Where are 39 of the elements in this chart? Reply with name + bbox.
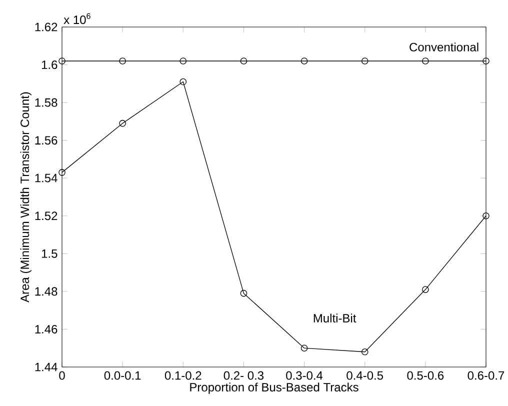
x-axis-title: Proportion of Bus-Based Tracks xyxy=(190,382,358,394)
y-tick-label: 1.46 xyxy=(35,324,58,334)
point xyxy=(300,58,308,64)
point xyxy=(482,212,490,220)
x-tick-label: 0.1-0.2 xyxy=(164,371,202,380)
x-tick-label: 0.3-0.4 xyxy=(286,371,323,380)
y-tick-label: 1.48 xyxy=(35,287,58,296)
point xyxy=(361,58,368,64)
x-tick-label: 0.5-0.6 xyxy=(407,371,444,380)
point xyxy=(119,58,126,64)
x-tick-label: 0.2- 0.3 xyxy=(224,371,264,380)
point xyxy=(180,78,187,86)
y-tick-label: 1.52 xyxy=(35,212,58,220)
point xyxy=(240,290,248,297)
x-tick-label: 0.6-0.7 xyxy=(468,371,504,380)
y-tick-label: 1.6 xyxy=(42,60,58,70)
point xyxy=(361,348,368,356)
y-tick-label: 1.58 xyxy=(35,98,58,107)
point xyxy=(180,58,187,64)
y-tick-label: 1.44 xyxy=(35,362,58,372)
text: Multi-Bit xyxy=(314,314,356,323)
y-tick-label: 1.62 xyxy=(35,22,58,32)
point xyxy=(58,58,66,64)
y-tick-label: 1.56 xyxy=(35,136,58,145)
point xyxy=(58,169,66,176)
point xyxy=(482,58,490,64)
y-axis-title: Area (Minimum Width Transistor Count) xyxy=(20,92,32,302)
x-tick-label: 0.0-0.1 xyxy=(104,371,141,380)
point xyxy=(119,120,126,127)
point xyxy=(240,58,248,64)
text: x 10$^{6}$ xyxy=(64,13,90,24)
point xyxy=(422,58,429,64)
x-tick-label: 0 xyxy=(59,371,65,380)
series-label: Conventional xyxy=(410,42,478,52)
y-tick-label: 1.54 xyxy=(35,174,58,182)
point xyxy=(300,344,308,352)
y-tick-label: 1.5 xyxy=(42,249,58,258)
point xyxy=(422,286,429,293)
x-tick-label: 0.4-0.5 xyxy=(346,371,384,380)
